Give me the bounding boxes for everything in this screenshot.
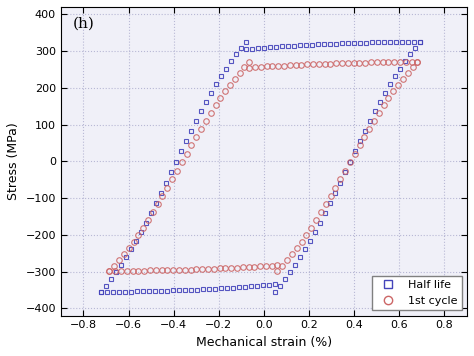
X-axis label: Mechanical strain (%): Mechanical strain (%)	[196, 336, 332, 349]
Legend: Half life, 1st cycle: Half life, 1st cycle	[372, 276, 462, 310]
Y-axis label: Stress (MPa): Stress (MPa)	[7, 122, 20, 200]
Text: (h): (h)	[73, 16, 95, 30]
